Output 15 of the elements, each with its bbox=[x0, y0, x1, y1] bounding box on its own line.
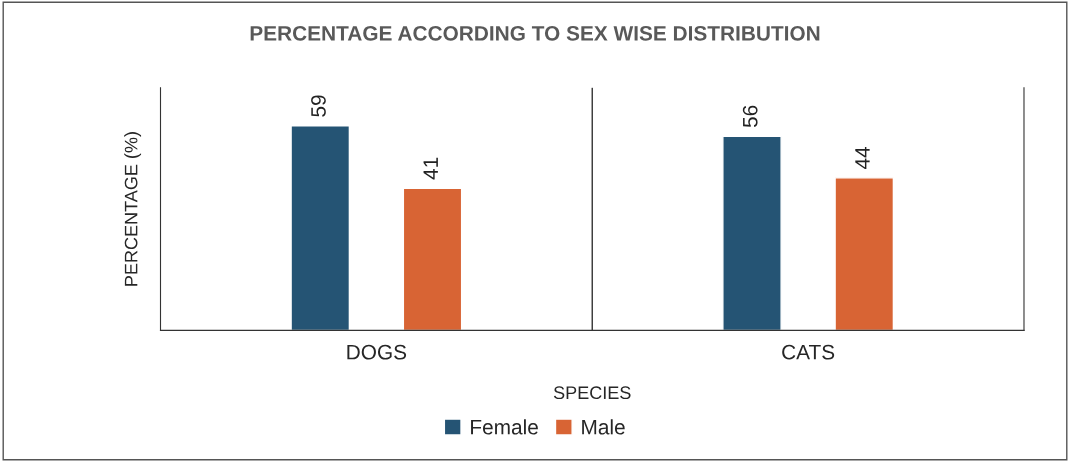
bar bbox=[290, 125, 351, 331]
chart-title: PERCENTAGE ACCORDING TO SEX WISE DISTRIBUTION bbox=[250, 25, 820, 41]
bar bbox=[834, 177, 895, 331]
data-label: 59 bbox=[311, 95, 326, 117]
data-label: 41 bbox=[423, 157, 438, 180]
x-tick-label: CATS bbox=[782, 344, 835, 360]
x-tick-label: DOGS bbox=[347, 344, 407, 360]
data-label: 56 bbox=[742, 105, 758, 128]
bar bbox=[722, 135, 782, 331]
y-axis-title: PERCENTAGE (%) bbox=[124, 132, 142, 286]
bar bbox=[402, 187, 463, 331]
legend-label: Female bbox=[471, 419, 538, 435]
data-label: 44 bbox=[855, 146, 870, 170]
legend-label: Male bbox=[582, 419, 625, 435]
x-axis-title: SPECIES bbox=[553, 386, 631, 400]
